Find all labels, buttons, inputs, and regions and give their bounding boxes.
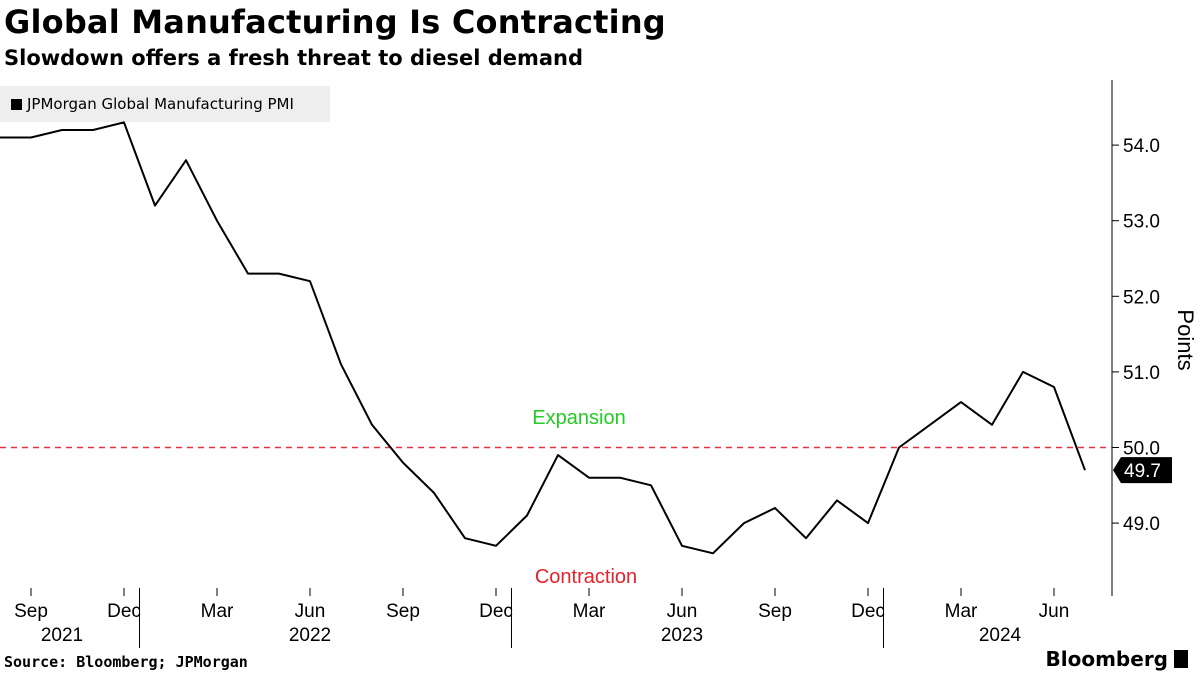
legend-label: JPMorgan Global Manufacturing PMI xyxy=(27,95,294,113)
source-note: Source: Bloomberg; JPMorgan xyxy=(4,653,248,671)
x-year-label: 2023 xyxy=(661,625,703,646)
y-tick-label: 50.0 xyxy=(1123,439,1160,460)
x-year-label: 2024 xyxy=(979,625,1022,646)
brand-name: Bloomberg xyxy=(1045,647,1168,671)
x-tick-label: Mar xyxy=(945,601,978,622)
legend-swatch xyxy=(11,98,22,110)
expansion-label: Expansion xyxy=(532,407,625,429)
y-tick-label: 52.0 xyxy=(1123,287,1160,308)
bloomberg-terminal-icon xyxy=(1174,650,1188,668)
legend: JPMorgan Global Manufacturing PMI xyxy=(0,86,330,122)
y-tick-label: 53.0 xyxy=(1123,212,1160,233)
x-year-label: 2022 xyxy=(289,625,331,646)
x-tick-label: Sep xyxy=(758,601,792,622)
last-value-tag xyxy=(1113,457,1172,484)
x-tick-label: Mar xyxy=(201,601,234,622)
y-axis-title: Points xyxy=(1173,309,1198,370)
y-tick-label: 49.0 xyxy=(1123,514,1160,535)
last-value-label: 49.7 xyxy=(1124,461,1161,482)
y-tick-label: 54.0 xyxy=(1123,136,1160,157)
x-tick-label: Sep xyxy=(14,601,48,622)
chart-title: Global Manufacturing Is Contracting xyxy=(4,3,666,41)
contraction-label: Contraction xyxy=(535,566,637,588)
x-tick-label: Jun xyxy=(295,601,326,622)
x-year-label: 2021 xyxy=(41,625,83,646)
x-tick-label: Dec xyxy=(851,601,885,622)
bloomberg-logo: Bloomberg xyxy=(1046,647,1188,671)
x-tick-label: Mar xyxy=(573,601,606,622)
pmi-series-line xyxy=(0,121,1086,555)
y-tick-label: 51.0 xyxy=(1123,363,1160,384)
x-tick-label: Dec xyxy=(479,601,513,622)
chart-subtitle: Slowdown offers a fresh threat to diesel… xyxy=(4,46,584,70)
x-tick-label: Dec xyxy=(107,601,141,622)
x-tick-label: Sep xyxy=(386,601,420,622)
x-tick-label: Jun xyxy=(667,601,698,622)
x-tick-label: Jun xyxy=(1039,601,1070,622)
